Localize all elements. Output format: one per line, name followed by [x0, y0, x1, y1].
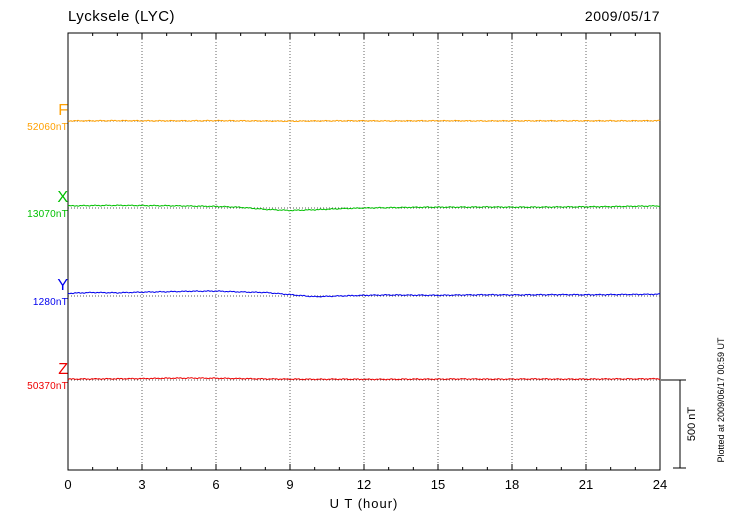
series-label-y: Y 1280nT — [6, 278, 68, 308]
series-baseline-value: 52060nT — [27, 122, 68, 133]
x-tick-label: 15 — [430, 477, 446, 492]
x-tick-label: 24 — [652, 477, 668, 492]
station-title: Lycksele (LYC) — [68, 8, 176, 25]
series-letter: X — [57, 189, 68, 206]
series-label-z: Z 50370nT — [6, 362, 68, 392]
x-tick-label: 9 — [286, 477, 294, 492]
series-letter: Z — [58, 361, 68, 378]
series-baseline-value: 13070nT — [27, 209, 68, 220]
x-tick-label: 6 — [212, 477, 220, 492]
series-letter: Y — [57, 277, 68, 294]
x-tick-label: 3 — [138, 477, 146, 492]
x-tick-label: 12 — [356, 477, 372, 492]
series-letter: F — [58, 102, 68, 119]
x-tick-label: 18 — [504, 477, 520, 492]
scale-bar-label: 500 nT — [686, 406, 698, 442]
x-tick-label: 21 — [578, 477, 594, 492]
x-axis-label: U T (hour) — [329, 496, 399, 511]
plot-date: 2009/05/17 — [584, 8, 660, 24]
series-label-f: F 52060nT — [6, 103, 68, 133]
plotted-at-note: Plotted at 2009/06/17 00:59 UT — [716, 337, 726, 463]
x-axis-ticks: 0 3 6 9 12 15 18 21 24 — [0, 477, 730, 493]
series-baseline-value: 1280nT — [32, 297, 68, 308]
series-baseline-value: 50370nT — [27, 381, 68, 392]
series-label-x: X 13070nT — [6, 190, 68, 220]
x-tick-label: 0 — [64, 477, 72, 492]
